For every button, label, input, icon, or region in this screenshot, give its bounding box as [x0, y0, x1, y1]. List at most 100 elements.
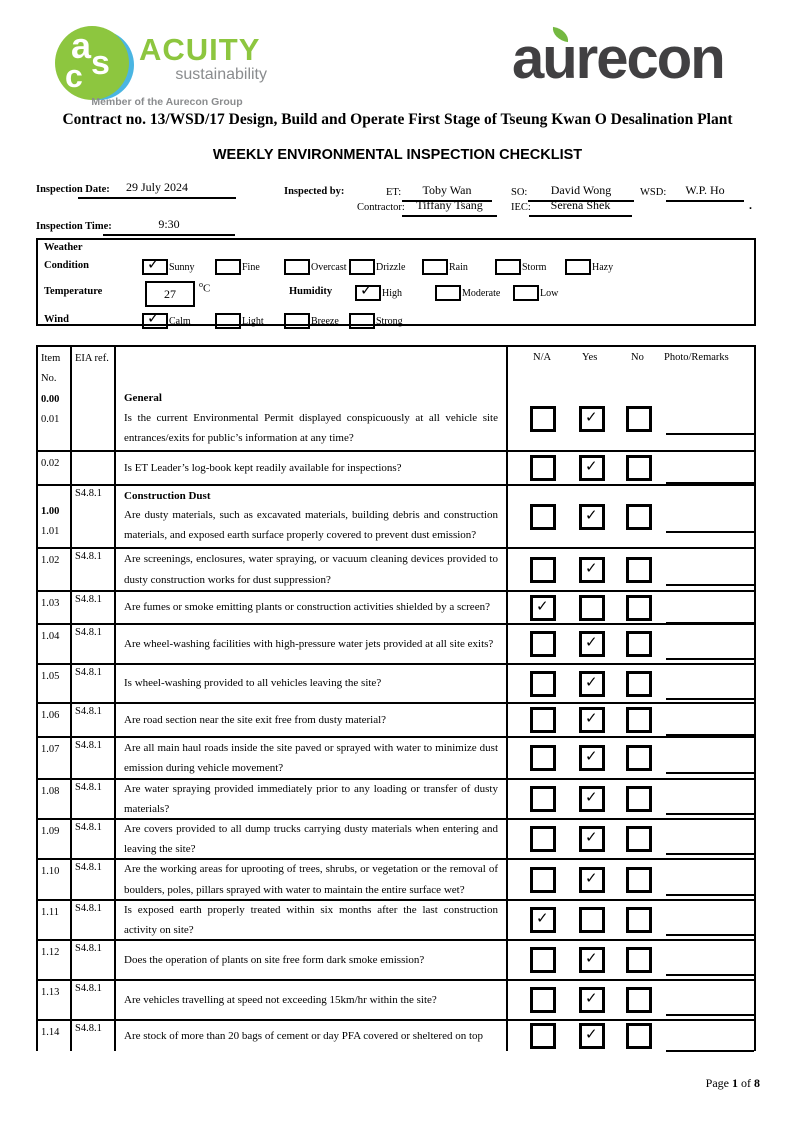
checkbox-na[interactable] [530, 1023, 556, 1049]
weather-checkbox[interactable] [513, 285, 539, 302]
inspection-date-field[interactable]: 29 July 2024 [78, 180, 236, 199]
weather-option-breeze[interactable]: Breeze [284, 312, 339, 330]
checkbox-yes[interactable] [579, 594, 605, 621]
et-field[interactable]: Toby Wan [402, 183, 492, 202]
weather-option-high[interactable]: ✓ High [355, 281, 402, 302]
weather-checkbox[interactable]: ✓ [355, 281, 381, 302]
checkbox-no[interactable] [626, 947, 652, 973]
checkbox-no[interactable] [626, 594, 652, 621]
weather-option-fine[interactable]: Fine [215, 258, 260, 276]
weather-option-sunny[interactable]: ✓ Sunny [142, 255, 195, 276]
checkbox-no[interactable] [626, 907, 652, 933]
inspection-time-field[interactable]: 9:30 [103, 217, 235, 236]
weather-option-light[interactable]: Light [215, 312, 264, 330]
weather-checkbox[interactable] [422, 259, 448, 276]
remarks-line[interactable] [666, 482, 754, 484]
checkbox-no[interactable] [626, 786, 652, 812]
checkbox-na[interactable] [530, 987, 556, 1013]
checkbox-yes[interactable]: ✓ [579, 556, 605, 583]
weather-option-rain[interactable]: Rain [422, 258, 468, 276]
checkbox-na[interactable] [530, 786, 556, 812]
checkbox-no[interactable] [626, 670, 652, 697]
checkbox-no[interactable] [626, 406, 652, 432]
weather-checkbox[interactable] [495, 259, 521, 276]
checkbox-no[interactable] [626, 866, 652, 893]
checkbox-na[interactable]: ✓ [530, 907, 556, 933]
weather-option-calm[interactable]: ✓ Calm [142, 309, 191, 330]
remarks-line[interactable] [666, 893, 754, 896]
checkbox-yes[interactable]: ✓ [579, 455, 605, 481]
checkbox-na[interactable] [530, 826, 556, 852]
remarks-line[interactable] [666, 583, 754, 586]
remarks-line[interactable] [666, 974, 754, 976]
weather-option-hazy[interactable]: Hazy [565, 258, 613, 276]
remarks-line[interactable] [666, 734, 754, 736]
contractor-field[interactable]: Tiffany Tsang [402, 198, 497, 217]
weather-checkbox[interactable]: ✓ [142, 309, 168, 330]
weather-checkbox[interactable]: ✓ [142, 255, 168, 276]
checkbox-no[interactable] [626, 707, 652, 733]
remarks-line[interactable] [666, 1050, 754, 1052]
checkbox-no[interactable] [626, 1023, 652, 1049]
checkbox-yes[interactable]: ✓ [579, 987, 605, 1013]
weather-option-overcast[interactable]: Overcast [284, 258, 347, 276]
checkbox-yes[interactable]: ✓ [579, 707, 605, 733]
weather-checkbox[interactable] [215, 259, 241, 276]
checkbox-yes[interactable]: ✓ [579, 670, 605, 697]
checkbox-yes[interactable]: ✓ [579, 503, 605, 530]
remarks-line[interactable] [666, 433, 754, 435]
remarks-line[interactable] [666, 530, 754, 533]
checkbox-yes[interactable] [579, 907, 605, 933]
remarks-line[interactable] [666, 934, 754, 936]
checkbox-no[interactable] [626, 503, 652, 530]
weather-checkbox[interactable] [215, 313, 241, 330]
checkbox-yes[interactable]: ✓ [579, 1023, 605, 1049]
remarks-line[interactable] [666, 853, 754, 855]
wsd-field[interactable]: W.P. Ho [666, 183, 744, 202]
checkbox-na[interactable] [530, 503, 556, 530]
checkbox-yes[interactable]: ✓ [579, 631, 605, 657]
checkbox-na[interactable] [530, 406, 556, 432]
checkbox-yes[interactable]: ✓ [579, 866, 605, 893]
remarks-line[interactable] [666, 813, 754, 815]
remarks-line[interactable] [666, 1014, 754, 1016]
checkbox-yes[interactable]: ✓ [579, 786, 605, 812]
checkbox-na[interactable] [530, 707, 556, 733]
weather-option-moderate[interactable]: Moderate [435, 284, 500, 302]
checkbox-yes[interactable]: ✓ [579, 745, 605, 771]
checkbox-no[interactable] [626, 987, 652, 1013]
weather-option-low[interactable]: Low [513, 284, 558, 302]
checkbox-yes[interactable]: ✓ [579, 947, 605, 973]
iec-field[interactable]: Serena Shek [529, 198, 632, 217]
checkbox-na[interactable] [530, 670, 556, 697]
remarks-line[interactable] [666, 772, 754, 774]
checkbox-no[interactable] [626, 556, 652, 583]
so-field[interactable]: David Wong [528, 183, 634, 202]
checkbox-na[interactable] [530, 947, 556, 973]
weather-option-drizzle[interactable]: Drizzle [349, 258, 405, 276]
checkbox-no[interactable] [626, 826, 652, 852]
checkbox-na[interactable] [530, 866, 556, 893]
weather-option-strong[interactable]: Strong [349, 312, 403, 330]
temperature-input[interactable]: 27 [145, 281, 195, 307]
checkbox-na[interactable]: ✓ [530, 594, 556, 621]
checkbox-no[interactable] [626, 745, 652, 771]
checkbox-na[interactable] [530, 745, 556, 771]
weather-option-storm[interactable]: Storm [495, 258, 546, 276]
checkbox-no[interactable] [626, 631, 652, 657]
weather-checkbox[interactable] [349, 313, 375, 330]
checkbox-na[interactable] [530, 455, 556, 481]
checkbox-no[interactable] [626, 455, 652, 481]
weather-checkbox[interactable] [435, 285, 461, 302]
checkbox-yes[interactable]: ✓ [579, 826, 605, 852]
weather-checkbox[interactable] [284, 313, 310, 330]
weather-checkbox[interactable] [349, 259, 375, 276]
weather-checkbox[interactable] [284, 259, 310, 276]
checkbox-na[interactable] [530, 556, 556, 583]
remarks-line[interactable] [666, 697, 754, 700]
checkbox-yes[interactable]: ✓ [579, 406, 605, 432]
checkbox-na[interactable] [530, 631, 556, 657]
weather-checkbox[interactable] [565, 259, 591, 276]
remarks-line[interactable] [666, 621, 754, 624]
remarks-line[interactable] [666, 658, 754, 660]
